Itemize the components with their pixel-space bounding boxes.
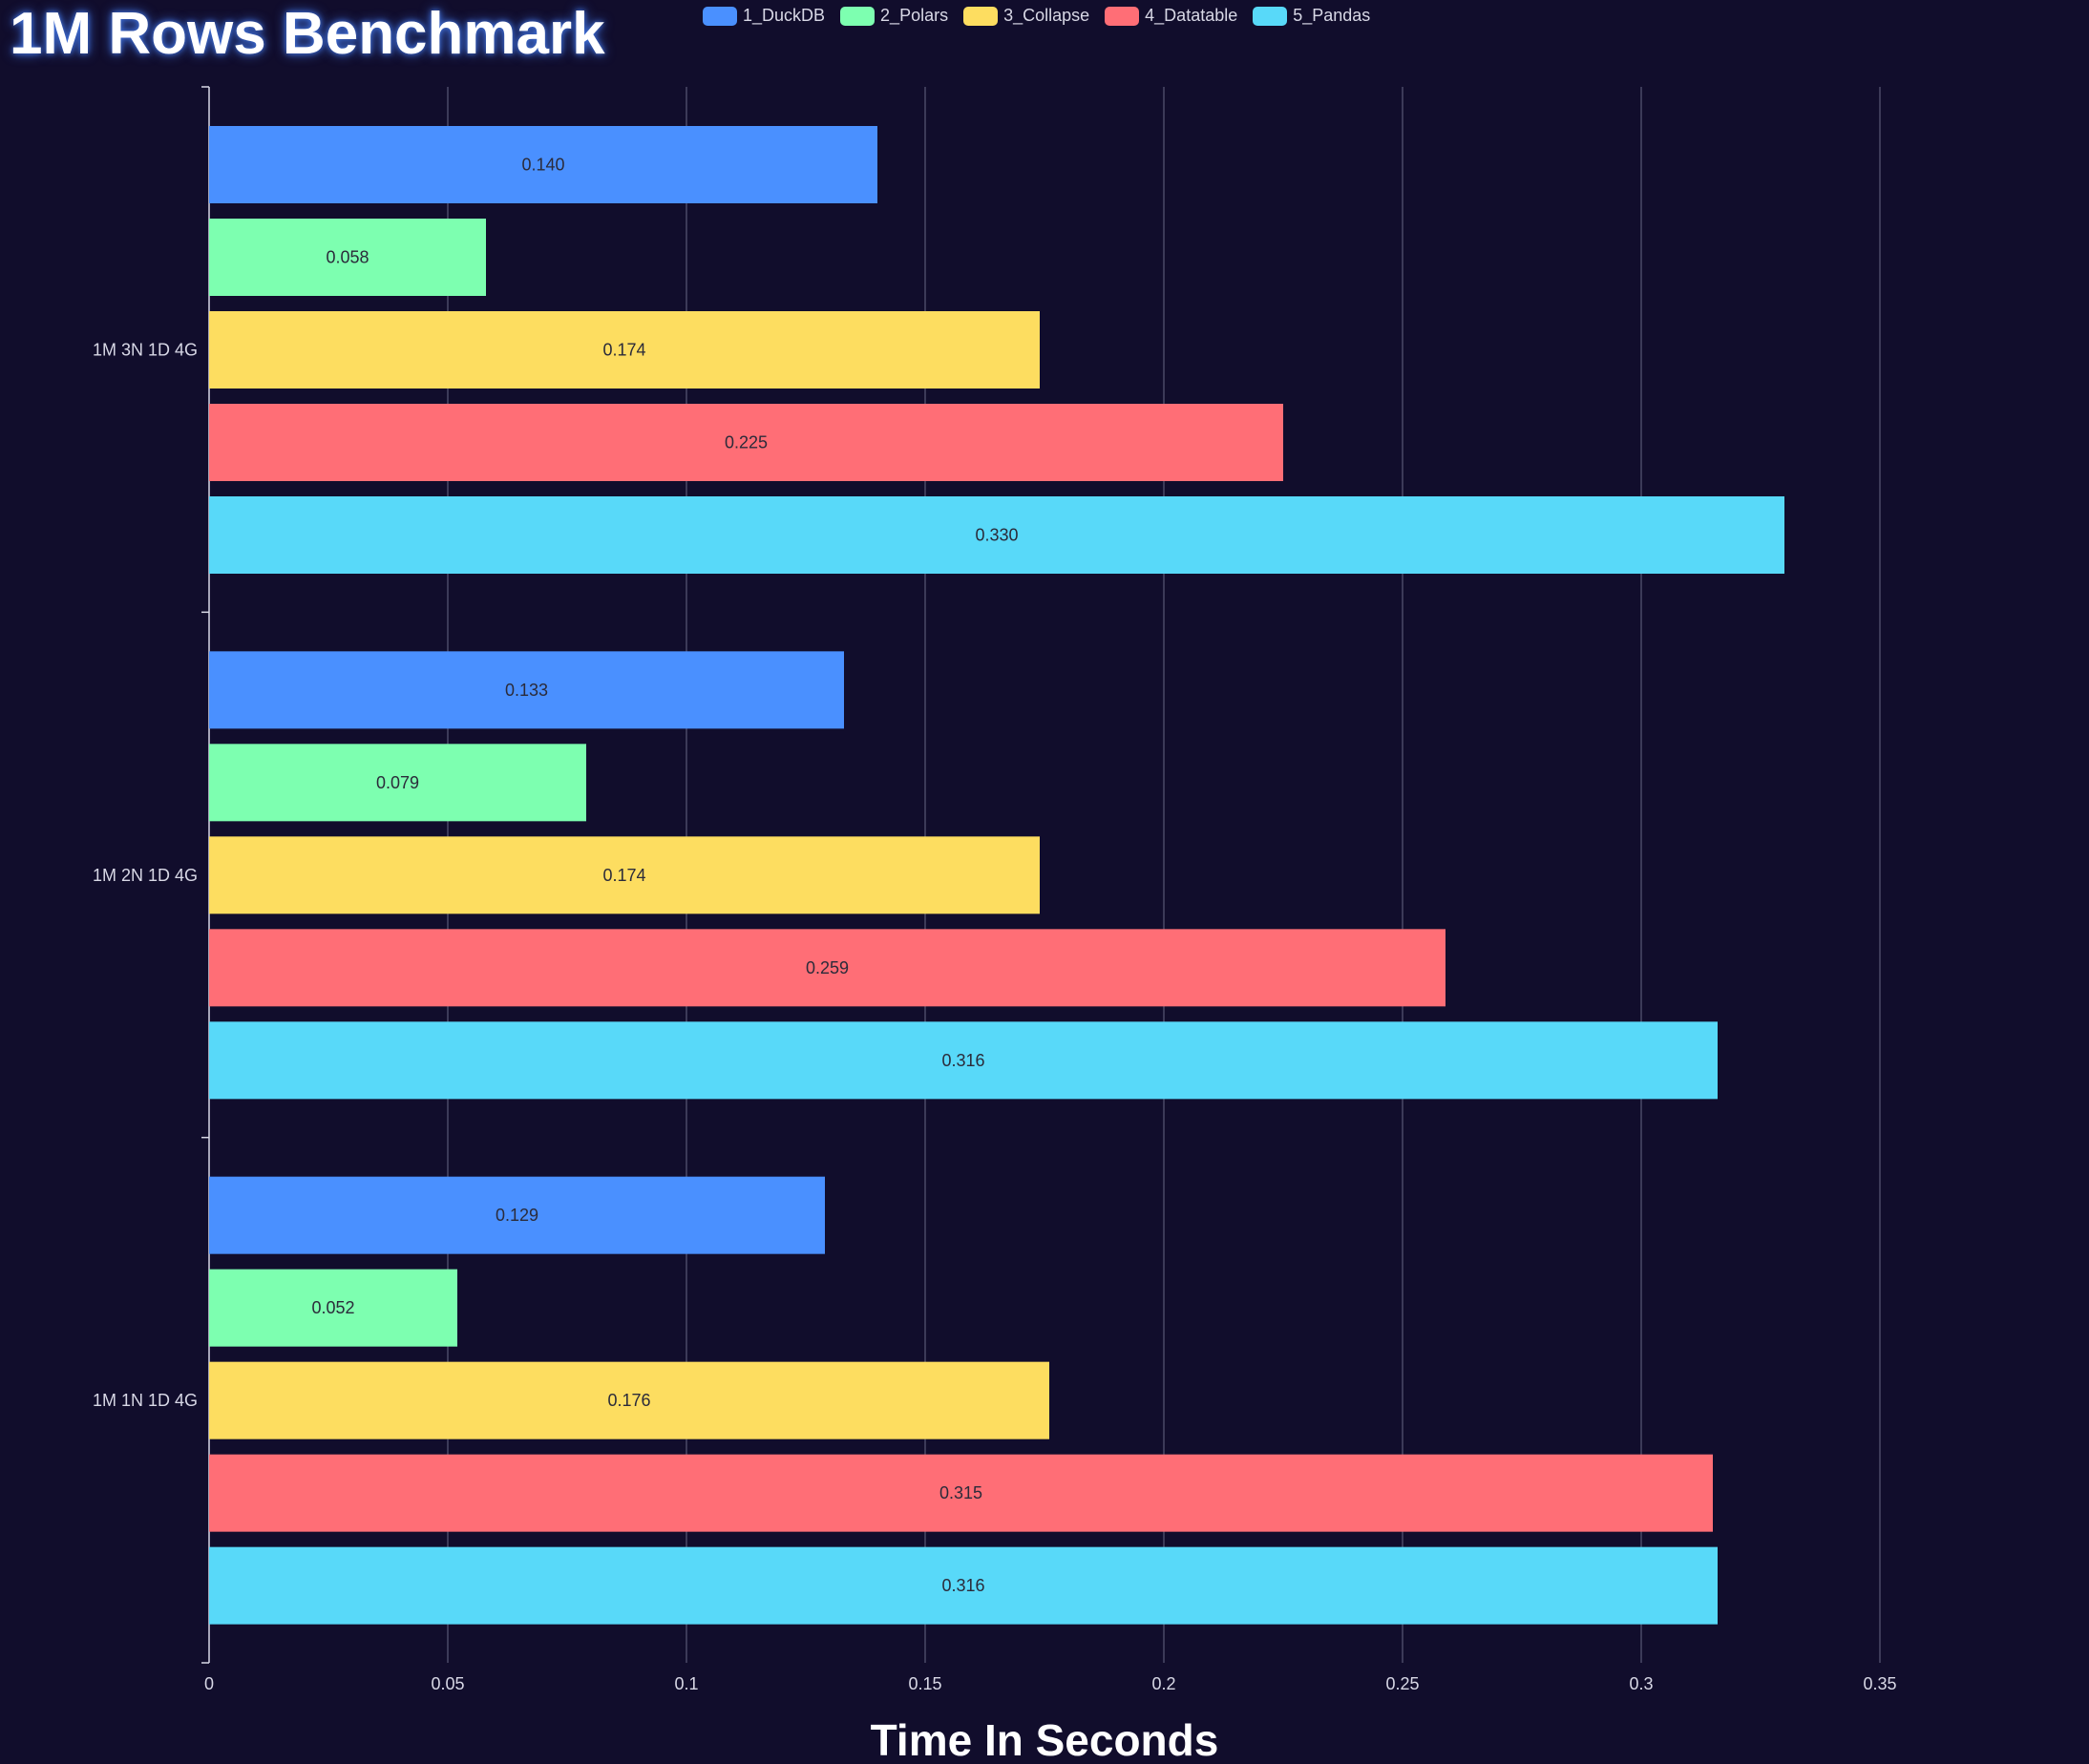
x-tick-label: 0.2 xyxy=(1151,1674,1175,1693)
bar xyxy=(209,311,1040,388)
chart-title: 1M Rows Benchmark xyxy=(10,1,605,67)
bar xyxy=(209,126,877,203)
bar-value-label: 0.058 xyxy=(326,248,369,267)
bar xyxy=(209,744,586,822)
legend-label: 5_Pandas xyxy=(1293,6,1371,25)
bar-value-label: 0.129 xyxy=(496,1206,538,1225)
bar-value-label: 0.052 xyxy=(311,1298,354,1317)
legend-item[interactable]: 5_Pandas xyxy=(1253,6,1370,26)
bar xyxy=(209,1546,1718,1625)
x-tick-label: 0.05 xyxy=(431,1674,464,1693)
bar-value-label: 0.316 xyxy=(941,1051,984,1070)
legend-item[interactable]: 3_Collapse xyxy=(963,6,1089,26)
bar xyxy=(209,1176,825,1254)
bar-value-label: 0.225 xyxy=(725,433,768,452)
legend-label: 4_Datatable xyxy=(1145,6,1238,25)
x-tick-label: 0.15 xyxy=(908,1674,941,1693)
x-tick-label: 0.3 xyxy=(1629,1674,1653,1693)
bar-value-label: 0.133 xyxy=(505,681,548,700)
bar-value-label: 0.176 xyxy=(607,1391,650,1410)
legend: 1_DuckDB 2_Polars 3_Collapse 4_Datatable 5_P… xyxy=(703,6,1385,26)
x-tick-label: 0.25 xyxy=(1385,1674,1419,1693)
bar xyxy=(209,929,1445,1007)
legend-label: 3_Collapse xyxy=(1003,6,1090,25)
bar xyxy=(209,496,1784,574)
bar xyxy=(209,651,844,729)
y-category-label: 1M 2N 1D 4G xyxy=(93,866,198,885)
bar-value-label: 0.316 xyxy=(941,1576,984,1595)
bar-value-label: 0.174 xyxy=(602,866,645,885)
bar-value-label: 0.174 xyxy=(602,341,645,360)
legend-swatch xyxy=(963,6,999,26)
y-category-label: 1M 3N 1D 4G xyxy=(93,341,198,360)
bar xyxy=(209,1361,1049,1439)
legend-swatch xyxy=(840,6,876,26)
bar xyxy=(209,1454,1713,1532)
x-tick-label: 0 xyxy=(204,1674,214,1693)
x-axis-title: Time In Seconds xyxy=(870,1715,1219,1764)
legend-label: 2_Polars xyxy=(880,6,949,25)
x-tick-label: 0.1 xyxy=(674,1674,698,1693)
bar-value-label: 0.330 xyxy=(975,526,1018,545)
legend-item[interactable]: 4_Datatable xyxy=(1105,6,1237,26)
bar-value-label: 0.315 xyxy=(939,1483,982,1502)
bar xyxy=(209,404,1283,481)
legend-item[interactable]: 2_Polars xyxy=(840,6,948,26)
bar xyxy=(209,1021,1718,1100)
x-tick-label: 0.35 xyxy=(1863,1674,1896,1693)
bar xyxy=(209,1269,457,1347)
legend-swatch xyxy=(1105,6,1140,26)
y-category-label: 1M 1N 1D 4G xyxy=(93,1391,198,1410)
legend-label: 1_DuckDB xyxy=(743,6,826,25)
bar xyxy=(209,219,486,296)
bar xyxy=(209,836,1040,914)
bar-value-label: 0.259 xyxy=(806,958,849,977)
legend-swatch xyxy=(1253,6,1288,26)
bar-value-label: 0.140 xyxy=(521,156,564,175)
bar-value-label: 0.079 xyxy=(376,773,419,792)
legend-item[interactable]: 1_DuckDB xyxy=(703,6,825,26)
legend-swatch xyxy=(703,6,737,26)
